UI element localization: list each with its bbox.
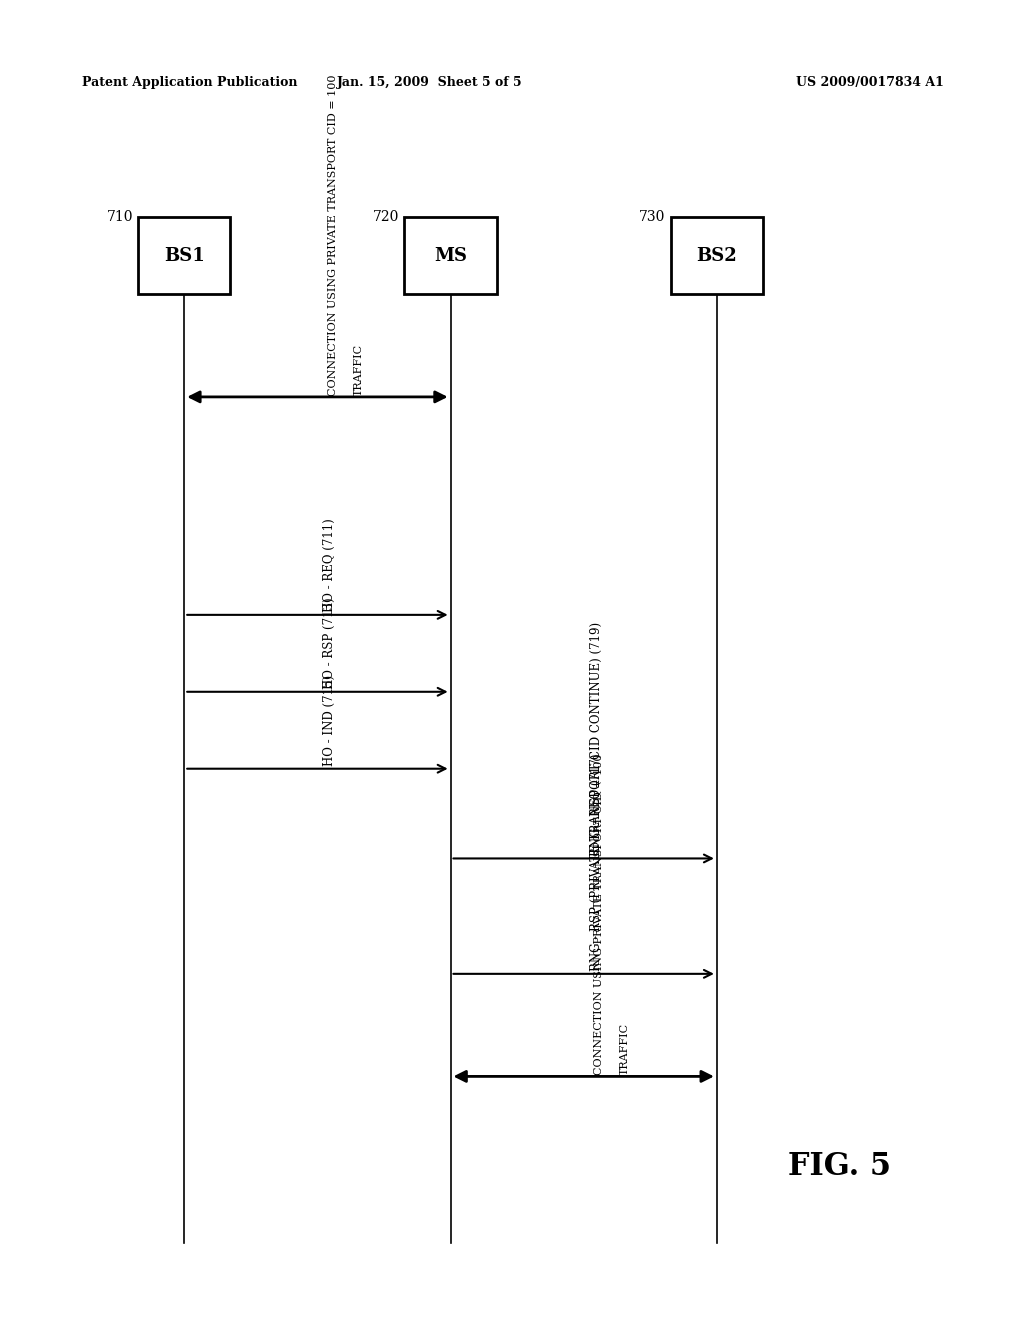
Text: TRAFFIC: TRAFFIC: [353, 343, 364, 396]
FancyBboxPatch shape: [138, 218, 230, 294]
FancyBboxPatch shape: [671, 218, 763, 294]
Text: HO - REQ (711): HO - REQ (711): [324, 519, 336, 612]
Text: US 2009/0017834 A1: US 2009/0017834 A1: [797, 77, 944, 90]
Text: MS: MS: [434, 247, 467, 265]
Text: RNG - RSP (PRIVATE TRANSPORT CID CONTINUE) (719): RNG - RSP (PRIVATE TRANSPORT CID CONTINU…: [590, 622, 602, 972]
Text: BS1: BS1: [164, 247, 205, 265]
Text: HO - RSP (713): HO - RSP (713): [324, 598, 336, 689]
Text: 730: 730: [639, 210, 666, 224]
FancyBboxPatch shape: [404, 218, 497, 294]
Text: TRAFFIC: TRAFFIC: [620, 1023, 630, 1074]
Text: Jan. 15, 2009  Sheet 5 of 5: Jan. 15, 2009 Sheet 5 of 5: [337, 77, 523, 90]
Text: FIG. 5: FIG. 5: [788, 1151, 891, 1181]
Text: CONNECTION USING PRIVATE TRANSPORT CID = 100: CONNECTION USING PRIVATE TRANSPORT CID =…: [594, 754, 604, 1074]
Text: HO - IND (715): HO - IND (715): [324, 675, 336, 766]
Text: RNG - REQ (717): RNG - REQ (717): [590, 754, 602, 855]
Text: 720: 720: [373, 210, 399, 224]
Text: 710: 710: [106, 210, 133, 224]
Text: BS2: BS2: [696, 247, 737, 265]
Text: CONNECTION USING PRIVATE TRANSPORT CID = 100: CONNECTION USING PRIVATE TRANSPORT CID =…: [328, 74, 338, 396]
Text: Patent Application Publication: Patent Application Publication: [82, 77, 297, 90]
